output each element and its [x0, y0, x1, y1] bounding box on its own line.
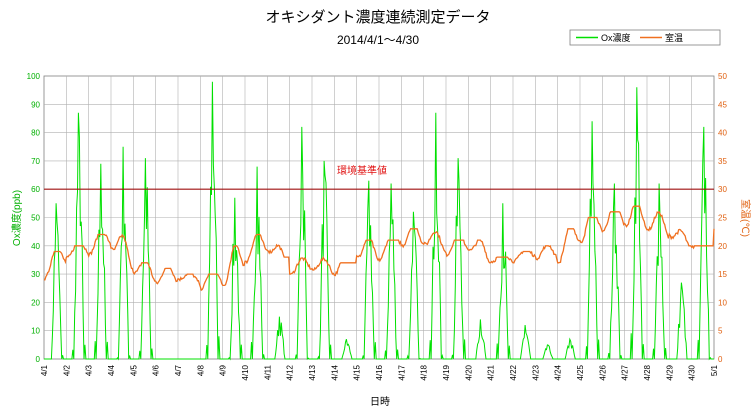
y-tick-right: 0: [718, 355, 723, 364]
chart-subtitle: 2014/4/1～4/30: [337, 33, 419, 47]
y-tick-left: 30: [31, 270, 40, 279]
legend: Ox濃度 室温: [569, 29, 721, 46]
y-tick-left: 40: [31, 242, 40, 251]
x-tick-label: 4/11: [263, 364, 272, 380]
y-tick-left: 80: [31, 129, 40, 138]
x-tick-label: 4/22: [509, 364, 518, 380]
y-tick-right: 25: [718, 214, 727, 223]
reference-line-label: 環境基準値: [337, 164, 387, 177]
x-tick-label: 4/18: [420, 364, 429, 380]
x-tick-label: 4/9: [219, 364, 228, 376]
y-tick-right: 50: [718, 72, 727, 81]
y-tick-right: 45: [718, 100, 727, 109]
left-axis-ticks: 0 10 20 30 40 50 60 70 80 90 100: [27, 72, 41, 364]
legend-ox-label: Ox濃度: [601, 32, 631, 43]
x-tick-label: 4/7: [174, 364, 183, 376]
x-tick-label: 4/17: [397, 364, 406, 380]
y-tick-right: 30: [718, 185, 727, 194]
ox-series: [44, 81, 714, 361]
x-tick-label: 4/23: [531, 364, 540, 380]
x-tick-label: 4/16: [375, 364, 384, 380]
x-tick-label: 4/3: [85, 364, 94, 376]
x-tick-label: 4/27: [621, 364, 630, 380]
temp-line: [44, 205, 715, 292]
y-tick-left: 0: [36, 355, 41, 364]
x-tick-label: 4/14: [330, 364, 339, 380]
y-tick-right: 5: [718, 327, 723, 336]
y-axis-label-right: 室温(℃): [739, 199, 752, 237]
y-tick-left: 60: [31, 185, 40, 194]
x-axis-label: 日時: [370, 396, 390, 408]
x-tick-label: 4/24: [554, 364, 563, 380]
x-tick-label: 4/4: [107, 364, 116, 376]
x-tick-label: 4/13: [308, 364, 317, 380]
grid: [44, 76, 714, 359]
x-tick-label: 4/30: [688, 364, 697, 380]
x-tick-label: 4/8: [196, 364, 205, 376]
x-tick-label: 4/1: [40, 364, 49, 376]
y-tick-right: 20: [718, 242, 727, 251]
x-tick-label: 4/12: [286, 364, 295, 380]
x-tick-label: 4/10: [241, 364, 250, 380]
y-tick-left: 70: [31, 157, 40, 166]
x-tick-label: 4/15: [353, 364, 362, 380]
chart-title: オキシダント濃度連続測定データ: [265, 8, 490, 26]
temp-series: [44, 205, 715, 292]
x-tick-label: 4/25: [576, 364, 585, 380]
x-tick-label: 4/26: [598, 364, 607, 380]
y-tick-left: 10: [31, 327, 40, 336]
x-tick-label: 4/28: [643, 364, 652, 380]
y-tick-left: 100: [27, 72, 41, 81]
x-tick-label: 5/1: [710, 364, 719, 376]
y-tick-left: 20: [31, 298, 40, 307]
x-tick-label: 4/19: [442, 364, 451, 380]
x-tick-label: 4/20: [464, 364, 473, 380]
y-tick-right: 40: [718, 129, 727, 138]
y-tick-right: 15: [718, 270, 727, 279]
right-axis-ticks: 0 5 10 15 20 25 30 35 40 45 50: [718, 72, 727, 364]
x-tick-label: 4/21: [487, 364, 496, 380]
legend-temp-label: 室温: [665, 32, 683, 43]
y-tick-right: 10: [718, 298, 727, 307]
y-tick-left: 50: [31, 214, 40, 223]
x-axis-ticks: 4/1 4/2 4/3 4/4 4/5 4/6 4/7 4/8 4/9 4/10 4/11 4/12 4…: [40, 364, 719, 380]
x-tick-label: 4/29: [665, 364, 674, 380]
x-tick-label: 4/2: [62, 364, 71, 376]
x-tick-label: 4/5: [129, 364, 138, 376]
y-tick-left: 90: [31, 100, 40, 109]
ox-line: [44, 81, 714, 361]
y-axis-label-left: Ox濃度(ppb): [10, 190, 23, 246]
y-tick-right: 35: [718, 157, 727, 166]
x-tick-label: 4/6: [152, 364, 161, 376]
